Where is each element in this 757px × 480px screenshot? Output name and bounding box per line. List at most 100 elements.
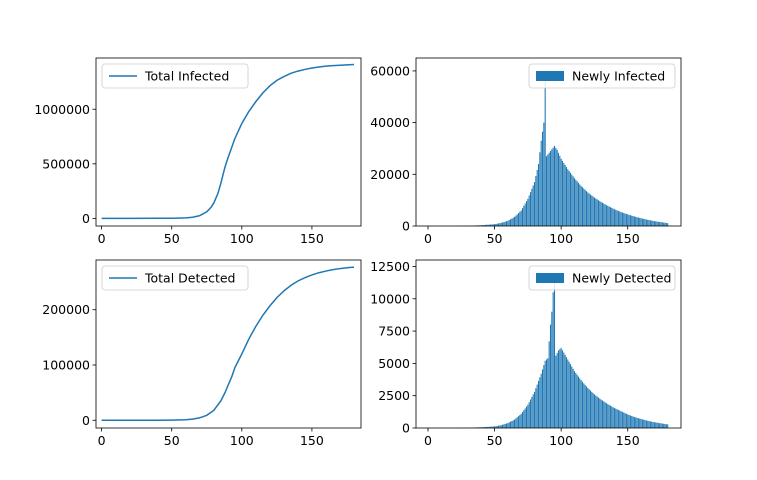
bar <box>632 216 634 226</box>
x-tick-label: 50 <box>487 433 503 448</box>
bar <box>631 215 633 226</box>
bar <box>561 160 564 226</box>
bar <box>585 386 587 428</box>
bar <box>656 221 658 226</box>
bar <box>508 220 510 226</box>
bar <box>565 167 568 226</box>
bar <box>557 350 560 428</box>
bar <box>612 208 614 226</box>
axes-frame <box>415 259 682 429</box>
series-group <box>455 279 669 428</box>
bar <box>488 224 490 226</box>
bar <box>615 408 617 428</box>
bar <box>588 389 590 428</box>
bar <box>555 147 557 226</box>
bar <box>609 405 611 428</box>
bar <box>499 223 501 226</box>
bar <box>524 203 526 226</box>
bar <box>653 422 655 428</box>
x-tick-label: 150 <box>300 433 324 448</box>
bar <box>559 349 561 428</box>
bar <box>612 407 614 428</box>
y-tick-label: 40000 <box>370 115 410 130</box>
bar <box>537 163 540 226</box>
bar <box>577 376 579 428</box>
bar <box>482 427 484 428</box>
bar <box>487 426 489 428</box>
bar <box>520 210 522 226</box>
bar <box>548 152 550 226</box>
bar <box>548 341 550 428</box>
y-tick-label: 20000 <box>370 167 410 182</box>
bar <box>653 221 655 226</box>
bar <box>641 218 643 226</box>
bar <box>617 409 619 428</box>
bar <box>580 380 582 428</box>
legend: Total Infected <box>101 63 249 89</box>
bar <box>660 222 662 226</box>
chart-panel: 0 50 100 150 0 500000 1000000 Total Infected <box>34 57 362 246</box>
bar <box>537 380 540 428</box>
x-tick-label: 150 <box>616 433 640 448</box>
x-tick-label: 150 <box>300 231 324 246</box>
bar <box>564 165 566 226</box>
bar <box>636 417 638 428</box>
bar <box>620 411 622 428</box>
bar <box>613 209 615 226</box>
bar <box>603 203 605 226</box>
x-tick-label: 100 <box>549 433 573 448</box>
bar <box>496 425 498 428</box>
bar <box>498 223 500 226</box>
bar <box>656 422 658 428</box>
bar <box>588 193 590 226</box>
bar <box>533 391 536 428</box>
bar <box>552 147 554 226</box>
bar <box>627 414 629 428</box>
bar <box>515 215 517 226</box>
y-tick-label: 0 <box>82 211 90 226</box>
bar <box>585 191 587 226</box>
bar <box>657 422 659 428</box>
bar <box>536 170 538 226</box>
bar <box>500 222 502 226</box>
bar <box>523 205 525 226</box>
bar <box>561 350 564 428</box>
bar <box>620 212 622 226</box>
bar <box>629 415 631 428</box>
bar <box>535 388 537 428</box>
y-tick-label: 100000 <box>42 358 90 373</box>
bar <box>657 221 659 226</box>
bar <box>625 413 627 428</box>
bar <box>536 384 538 428</box>
bar <box>525 406 528 428</box>
bar <box>506 221 508 226</box>
series-group <box>455 78 669 226</box>
y-tick-label: 7500 <box>378 324 410 339</box>
bar <box>635 417 637 428</box>
bar <box>502 424 504 428</box>
bar <box>502 222 504 226</box>
legend-frame <box>528 265 676 291</box>
bar <box>652 421 654 428</box>
y-tick-label: 12500 <box>370 259 410 274</box>
bar <box>576 181 578 226</box>
bar <box>660 423 662 428</box>
bar <box>616 210 618 226</box>
series-line <box>101 266 355 422</box>
bar <box>522 208 524 226</box>
bar <box>514 419 516 428</box>
legend-label: Newly Detected <box>572 271 671 286</box>
bar <box>572 176 574 226</box>
bar <box>515 418 517 428</box>
bar <box>516 214 518 226</box>
bar <box>563 352 565 428</box>
bar <box>575 372 577 428</box>
bar <box>510 219 512 226</box>
bar <box>637 418 639 428</box>
bar <box>512 420 514 428</box>
bar <box>519 211 521 226</box>
bar <box>595 198 597 226</box>
bar <box>604 204 606 226</box>
bar <box>552 292 554 428</box>
bar <box>487 224 489 226</box>
